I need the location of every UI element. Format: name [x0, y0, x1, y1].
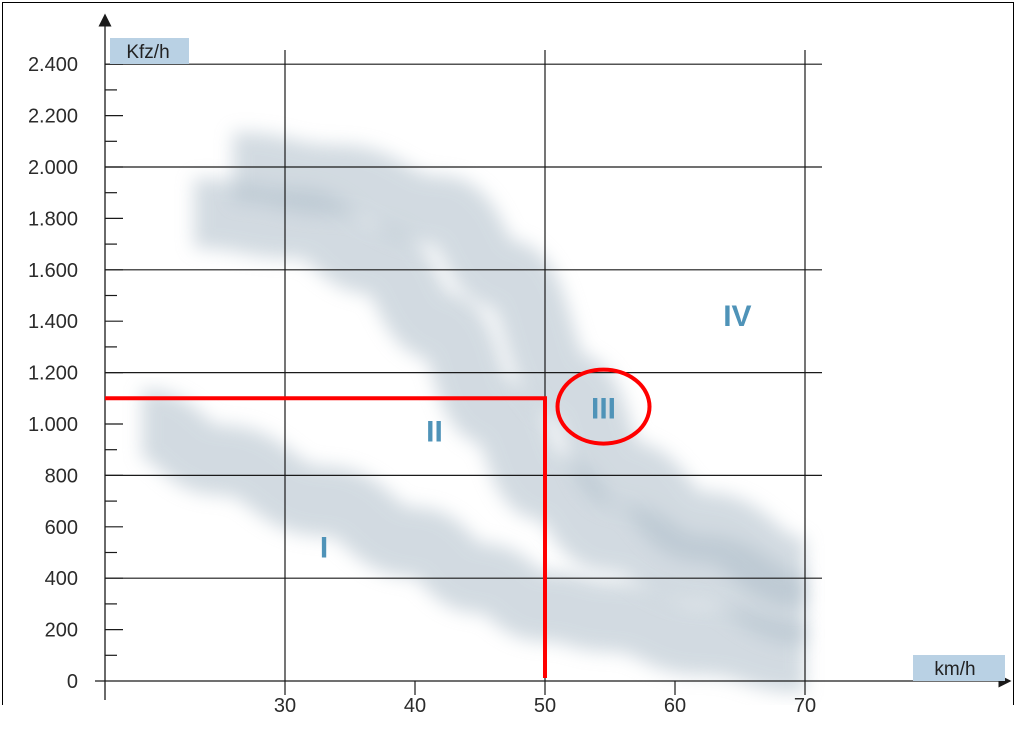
- band-lower: [139, 389, 806, 693]
- zone-label-III: III: [591, 393, 616, 426]
- y-tick-label: 600: [45, 517, 78, 539]
- y-tick-label: 800: [45, 465, 78, 487]
- y-tick-label: 200: [45, 620, 78, 642]
- chart-frame: [2, 2, 1014, 705]
- chart-grid: [105, 50, 822, 681]
- chart-axes: [95, 13, 1012, 700]
- zone-label-IV: IV: [723, 300, 751, 333]
- y-tick-label: 2.200: [28, 106, 78, 128]
- y-tick-label: 400: [45, 568, 78, 590]
- red-marker: [105, 367, 652, 678]
- tick-labels: 0 200 400 600 800 1.000 1.200 1.400 1.600 1.800 2.…: [28, 54, 816, 717]
- marker-threshold-lines: [105, 396, 547, 678]
- y-tick-label: 1.800: [28, 208, 78, 230]
- y-unit-box: [110, 38, 189, 64]
- x-tick-label: 30: [274, 695, 296, 717]
- y-tick-label: 1.400: [28, 311, 78, 333]
- zone-label-I: I: [320, 531, 328, 564]
- band-upper: [232, 132, 808, 609]
- y-tick-label: 0: [67, 671, 78, 693]
- y-tick-label: 1.200: [28, 363, 78, 385]
- y-axis-label: Kfz/h: [126, 42, 169, 63]
- x-tick-label: 60: [664, 695, 686, 717]
- x-tick-label: 70: [794, 695, 816, 717]
- x-unit-box: [913, 655, 1005, 681]
- zone-label-II: II: [426, 416, 443, 449]
- x-tick-label: 50: [534, 695, 556, 717]
- band-middle: [193, 178, 808, 645]
- speed-volume-bands: [139, 132, 808, 693]
- y-tick-label: 2.000: [28, 157, 78, 179]
- x-tick-label: 40: [404, 695, 426, 717]
- x-axis-label: km/h: [934, 659, 975, 680]
- y-tick-label: 1.000: [28, 414, 78, 436]
- highlight-circle: [555, 367, 652, 446]
- y-tick-label: 2.400: [28, 54, 78, 76]
- y-tick-label: 1.600: [28, 260, 78, 282]
